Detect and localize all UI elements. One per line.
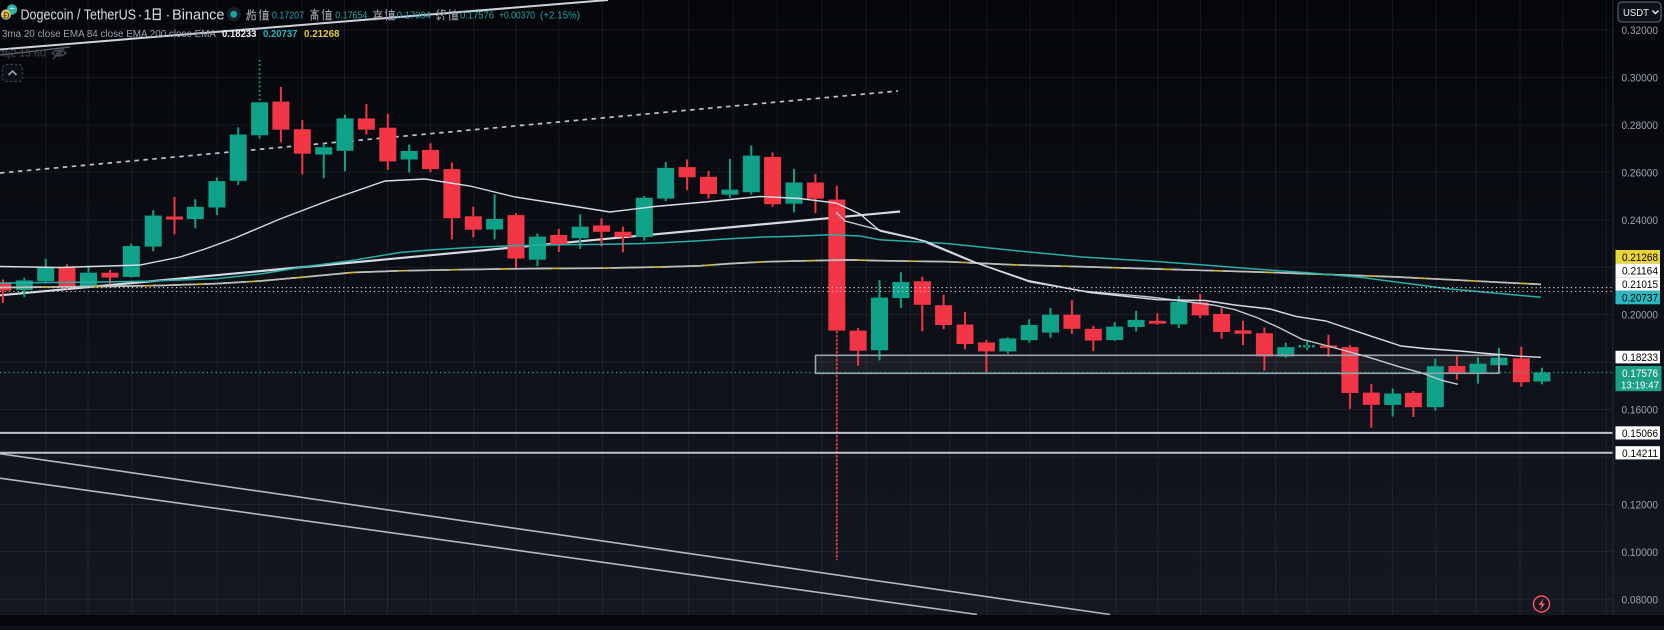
svg-text:0.18233: 0.18233: [1622, 352, 1658, 364]
svg-text:0.20000: 0.20000: [1622, 310, 1659, 322]
svg-text:13:19:47: 13:19:47: [1621, 380, 1659, 392]
svg-text:Dogecoin / TetherUS: Dogecoin / TetherUS: [21, 8, 137, 24]
svg-text:0.17576: 0.17576: [460, 11, 494, 22]
svg-text:0.17207: 0.17207: [272, 11, 304, 22]
svg-text:USDT: USDT: [1623, 8, 1649, 19]
svg-text:0.10000: 0.10000: [1622, 547, 1659, 559]
svg-text:0.26000: 0.26000: [1622, 167, 1659, 179]
svg-text:0.30000: 0.30000: [1622, 72, 1659, 84]
svg-text:+0.00370: +0.00370: [499, 11, 535, 22]
svg-text:Ð: Ð: [3, 10, 10, 20]
svg-text:0.32000: 0.32000: [1622, 25, 1659, 37]
svg-text:0.21015: 0.21015: [1622, 279, 1658, 291]
svg-text:0.21268: 0.21268: [304, 29, 340, 40]
svg-text:0.16000: 0.16000: [1622, 405, 1659, 417]
svg-text:Binance: Binance: [172, 8, 225, 24]
svg-text:0.15066: 0.15066: [1622, 428, 1658, 440]
svg-text:0.20737: 0.20737: [1622, 293, 1658, 305]
svg-text:ttj2 15 60: ttj2 15 60: [2, 49, 46, 60]
svg-text:(+2.15%): (+2.15%): [540, 11, 580, 22]
svg-text:·: ·: [138, 8, 143, 24]
svg-text:0.18233: 0.18233: [222, 29, 257, 40]
svg-text:0.12000: 0.12000: [1622, 499, 1659, 511]
svg-text:0.17654: 0.17654: [335, 11, 367, 22]
svg-text:0.17576: 0.17576: [1622, 368, 1658, 380]
svg-text:3ma 20 close EMA 84 close EMA: 3ma 20 close EMA 84 close EMA 200 close …: [2, 29, 216, 40]
svg-text:1: 1: [144, 8, 152, 24]
svg-text:0.08000: 0.08000: [1622, 594, 1659, 606]
svg-text:·: ·: [166, 8, 171, 24]
svg-text:0.14211: 0.14211: [1622, 448, 1658, 460]
svg-text:0.17094: 0.17094: [397, 11, 431, 22]
svg-text:0.28000: 0.28000: [1622, 120, 1659, 132]
svg-text:0.21164: 0.21164: [1622, 265, 1658, 277]
svg-text:0.20737: 0.20737: [263, 29, 298, 40]
svg-text:0.21268: 0.21268: [1622, 252, 1658, 264]
svg-text:0.24000: 0.24000: [1622, 215, 1659, 227]
